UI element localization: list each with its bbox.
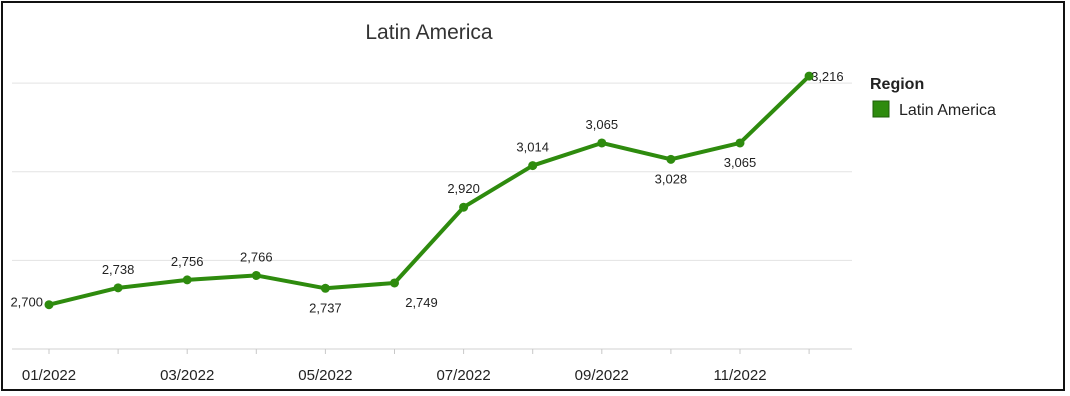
data-label: 3,028 [655, 171, 688, 186]
legend-swatch[interactable] [872, 100, 890, 118]
data-label: 2,920 [447, 181, 480, 196]
legend: Region Latin America [870, 76, 996, 119]
x-tick-label: 11/2022 [713, 367, 766, 384]
data-point[interactable] [44, 300, 54, 310]
data-point[interactable] [320, 283, 330, 293]
data-label: 2,700 [10, 295, 43, 310]
data-point[interactable] [804, 71, 814, 81]
data-point[interactable] [182, 275, 192, 285]
data-point[interactable] [390, 278, 399, 288]
data-point[interactable] [113, 283, 123, 293]
data-labels: 2,700 2,738 2,756 2,766 2,737 2,749 2,920 3,014… [10, 69, 843, 315]
series-layer [44, 71, 814, 310]
data-label: 2,756 [171, 254, 204, 269]
data-label: 3,014 [516, 140, 549, 155]
data-label: 2,737 [309, 300, 342, 315]
data-label: 2,749 [405, 295, 438, 310]
data-label: 3,216 [811, 69, 844, 84]
data-label: 3,065 [724, 155, 757, 170]
gridlines [12, 82, 852, 261]
chart-title: Latin America [365, 21, 493, 44]
data-point[interactable] [735, 138, 745, 148]
chart-frame [1, 1, 1065, 391]
legend-title: Region [870, 76, 924, 93]
data-point[interactable] [528, 161, 538, 171]
data-label: 3,065 [586, 117, 619, 132]
x-tick-label: 01/2022 [22, 367, 76, 384]
legend-item-label[interactable]: Latin America [899, 102, 996, 119]
series-line-latin-america[interactable] [47, 74, 812, 307]
x-axis-ticks: 01/2022 03/2022 05/2022 07/2022 09/2022 11/20… [22, 349, 810, 384]
data-point[interactable] [251, 270, 261, 280]
data-point[interactable] [666, 154, 676, 164]
x-tick-label: 05/2022 [298, 367, 352, 384]
data-label: 2,766 [240, 249, 273, 264]
data-point[interactable] [459, 202, 469, 212]
x-tick-label: 03/2022 [160, 367, 214, 384]
data-label: 2,738 [102, 262, 135, 277]
x-tick-label: 07/2022 [436, 367, 490, 384]
x-tick-label: 09/2022 [575, 367, 629, 384]
data-point[interactable] [597, 138, 607, 148]
